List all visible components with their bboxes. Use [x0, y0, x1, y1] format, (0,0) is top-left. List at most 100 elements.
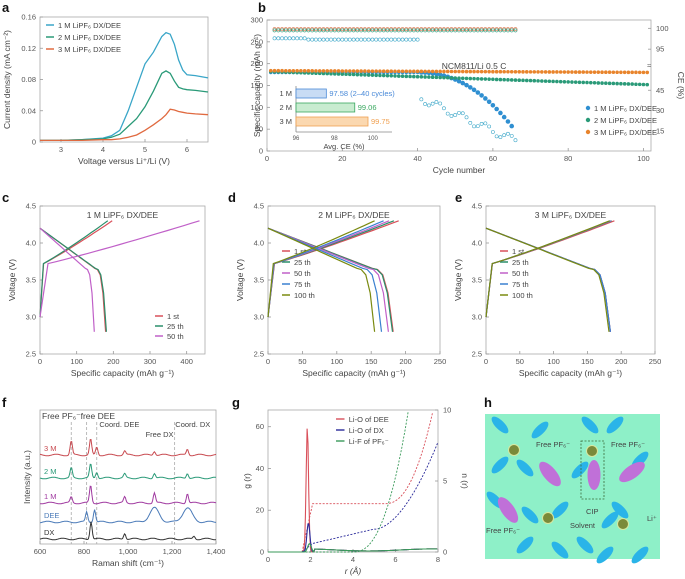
- b-capacity-point-3M: [359, 69, 363, 73]
- b-capacity-point-3M: [415, 69, 420, 74]
- b-capacity-point-2M: [592, 81, 597, 85]
- b-capacity-point-2M: [558, 79, 563, 84]
- b-capacity-point-2M: [528, 78, 533, 83]
- inset-xtick-label: 100: [368, 136, 379, 142]
- c-ytick-label: 4.0: [26, 239, 36, 248]
- b-capacity-point-3M: [457, 69, 461, 74]
- b-ce-point-1M: [475, 124, 480, 129]
- b-capacity-point-3M: [596, 70, 601, 74]
- b-ce-point-1M: [408, 37, 412, 42]
- cip-box: [580, 440, 605, 500]
- solvent-molecule: [491, 456, 509, 474]
- b-ce-point-2M: [317, 28, 322, 33]
- b-capacity-point-2M: [381, 73, 386, 78]
- b-ce-point-1M: [513, 138, 518, 143]
- lithium-ion: [542, 512, 554, 524]
- b-capacity-point-2M: [476, 76, 480, 81]
- e-discharge-curve: [485, 227, 611, 332]
- solvent-molecule: [551, 541, 569, 559]
- b-ce-point-2M: [381, 28, 386, 33]
- b-capacity-point-3M: [600, 70, 604, 74]
- b-ce-point-2M: [283, 28, 288, 33]
- b-ce-point-3M: [314, 27, 318, 32]
- b-ce-point-2M: [306, 28, 311, 33]
- b-capacity-point-2M: [615, 81, 619, 86]
- b-ce-point-3M: [468, 27, 473, 32]
- b-xtick-label: 80: [564, 154, 572, 163]
- panel-letter-c: c: [2, 190, 9, 205]
- b-ce-point-3M: [457, 27, 461, 32]
- b-capacity-point-2M: [622, 82, 627, 86]
- b-capacity-point-3M: [570, 70, 574, 74]
- inset-value-label: 99.75: [371, 117, 390, 126]
- b-ce-point-3M: [445, 27, 450, 32]
- b-ce-point-3M: [430, 27, 435, 32]
- b-capacity-point-2M: [460, 76, 465, 81]
- b-capacity-point-3M: [280, 68, 284, 73]
- b-capacity-point-2M: [611, 81, 616, 86]
- c-ytick-label: 4.5: [26, 202, 36, 211]
- b-capacity-point-2M: [325, 71, 330, 76]
- f-spectrum-line: [39, 463, 216, 480]
- d-legend-label: 1 st: [294, 247, 307, 256]
- b-capacity-point-3M: [540, 70, 544, 74]
- b-capacity-point-2M: [336, 72, 341, 76]
- b-capacity-point-2M: [494, 77, 499, 82]
- b-ce-point-1M: [321, 37, 326, 42]
- b-capacity-point-2M: [573, 80, 578, 84]
- b-ce-point-1M: [340, 37, 345, 42]
- b-ce-point-2M: [370, 28, 375, 33]
- solvent-molecule: [571, 461, 589, 479]
- e-xtick-label: 250: [649, 357, 662, 366]
- b-ce-point-1M: [314, 37, 318, 42]
- f-xtick-label: 1,200: [163, 547, 182, 556]
- b-ce-point-1M: [396, 37, 401, 42]
- b-capacity-point-3M: [543, 70, 548, 74]
- b-capacity-point-2M: [415, 74, 420, 79]
- e-y-axis-label: Voltage (V): [453, 259, 463, 301]
- b-ce-point-1M: [272, 36, 277, 41]
- b-ytick-label: 100: [250, 103, 263, 112]
- b-capacity-point-3M: [314, 69, 318, 73]
- b-ce-point-1M: [502, 133, 507, 138]
- b-ce-point-3M: [415, 27, 420, 32]
- b-ce-point-1M: [378, 37, 382, 42]
- scheme-label-solvent: Solvent: [570, 521, 596, 530]
- b-capacity-point-2M: [555, 79, 559, 84]
- b-ce-point-2M: [396, 28, 401, 33]
- b-capacity-point-2M: [423, 75, 427, 79]
- b-ce-point-1M: [374, 37, 379, 42]
- d-xtick-label: 200: [399, 357, 412, 366]
- b-capacity-point-3M: [472, 69, 476, 74]
- panel-c: c 0 100 200 300 400 2.5 3.0 3.5 4.0 4.5 Specific ca…: [2, 190, 206, 378]
- b-capacity-point-2M: [604, 81, 608, 85]
- c-ytick-label: 3.0: [26, 313, 36, 322]
- b-ce-point-3M: [419, 27, 424, 32]
- c-charge-curve: [39, 220, 200, 318]
- e-legend-label: 1 st: [512, 247, 525, 256]
- b-capacity-point-2M: [524, 78, 529, 83]
- g-xtick-label: 2: [308, 555, 312, 564]
- b-ce-point-1M: [280, 36, 284, 41]
- b-capacity-point-3M: [509, 69, 514, 74]
- c-xtick-label: 300: [144, 357, 157, 366]
- b-ce-point-3M: [351, 27, 356, 32]
- b-ce-point-3M: [347, 27, 352, 32]
- c-discharge-curve: [39, 227, 95, 332]
- b-capacity-point-1M: [505, 119, 511, 124]
- b-ce-point-2M: [419, 28, 424, 33]
- e-xtick-label: 0: [484, 357, 488, 366]
- b-capacity-point-2M: [600, 81, 604, 85]
- solvent-molecule: [516, 459, 534, 477]
- b-capacity-point-2M: [434, 75, 439, 80]
- e-discharge-curve: [485, 227, 611, 332]
- a-ytick-label: 0.16: [21, 13, 36, 22]
- b-ce-point-3M: [423, 27, 428, 32]
- g-rdf-line: [268, 523, 438, 553]
- b-capacity-point-3M: [536, 70, 540, 74]
- b-ce-point-3M: [408, 27, 412, 32]
- b-capacity-point-1M: [464, 82, 469, 88]
- b-ce-point-2M: [445, 28, 450, 33]
- b-capacity-point-3M: [268, 68, 273, 73]
- b-ce-point-2M: [457, 28, 461, 33]
